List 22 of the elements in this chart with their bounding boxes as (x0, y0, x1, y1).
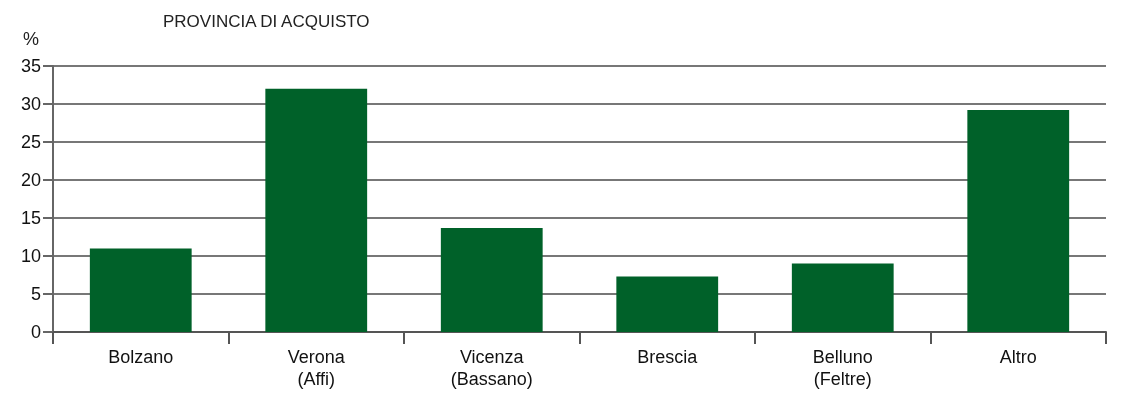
bar (265, 88, 368, 332)
y-tick-label: 20 (20, 170, 41, 190)
x-tick-label: Verona (Affi) (287, 347, 346, 389)
bar (791, 263, 894, 332)
y-axis-title: % (22, 29, 39, 49)
chart-title: PROVINCIA DI ACQUISTO (163, 12, 370, 31)
x-tick-label: Belluno (Feltre) (812, 347, 873, 389)
y-tick-label: 15 (20, 208, 41, 228)
bar (440, 227, 543, 332)
x-tick-label: Vicenza (Bassano) (450, 347, 533, 389)
bar (89, 248, 192, 332)
x-tick-label: Brescia (637, 347, 699, 367)
x-tick-label: Bolzano (108, 347, 174, 367)
bar (616, 276, 719, 332)
y-tick-label: 35 (20, 56, 41, 76)
y-tick-label: 30 (20, 94, 41, 114)
y-tick-label: 5 (30, 284, 41, 304)
x-tick-label: Altro (999, 347, 1037, 367)
y-tick-label: 25 (20, 132, 41, 152)
y-tick-label: 10 (20, 246, 41, 266)
bar (967, 110, 1070, 332)
y-tick-label: 0 (30, 322, 41, 342)
